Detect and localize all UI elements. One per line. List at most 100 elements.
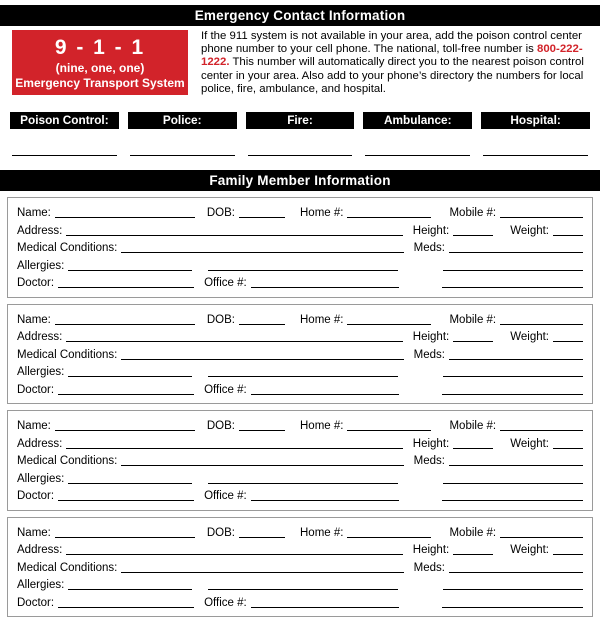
hospital-fill-line[interactable] (483, 154, 588, 157)
family-member-block: Name: DOB: Home #: Mobile #: Address: He… (7, 516, 593, 618)
page-title: Emergency Contact Information (0, 5, 600, 26)
doctor-fill-line[interactable] (58, 393, 195, 395)
member-row-medical: Medical Conditions: Meds: (17, 453, 583, 471)
home-phone-fill-line[interactable] (347, 430, 432, 432)
medical-conditions-fill-line[interactable] (121, 571, 404, 573)
office-phone-fill-line[interactable] (250, 287, 399, 289)
height-fill-line[interactable] (453, 341, 494, 343)
doctor-fill-line[interactable] (58, 500, 195, 502)
911-red-box: 9 - 1 - 1 (nine, one, one) Emergency Tra… (12, 30, 188, 95)
office-phone-label: Office #: (204, 277, 247, 290)
home-phone-fill-line[interactable] (347, 323, 432, 325)
hospital-label: Hospital: (481, 112, 590, 130)
medical-conditions-label: Medical Conditions: (17, 455, 118, 468)
meds-extra-fill-line[interactable] (443, 482, 583, 484)
mobile-phone-fill-line[interactable] (500, 217, 583, 219)
allergies-label: Allergies: (17, 366, 65, 379)
home-phone-fill-line[interactable] (347, 536, 432, 538)
meds-fill-line[interactable] (449, 571, 583, 573)
home-phone-fill-line[interactable] (347, 217, 432, 219)
doctor-label: Doctor: (17, 383, 55, 396)
paragraph-text-after: This number will automatically direct yo… (201, 56, 584, 95)
meds-fill-line[interactable] (449, 465, 583, 467)
extra-fill-line[interactable] (441, 500, 583, 502)
medical-conditions-fill-line[interactable] (121, 465, 404, 467)
office-phone-fill-line[interactable] (250, 606, 399, 608)
police-fill-line[interactable] (129, 154, 235, 157)
dob-fill-line[interactable] (239, 430, 285, 432)
meds-fill-line[interactable] (449, 358, 583, 360)
meds-label: Meds: (413, 455, 445, 468)
home-phone-label: Home #: (300, 526, 344, 539)
name-fill-line[interactable] (54, 536, 195, 538)
medical-conditions-fill-line[interactable] (121, 358, 404, 360)
weight-fill-line[interactable] (553, 554, 583, 556)
allergies-fill-line[interactable] (68, 376, 193, 378)
name-fill-line[interactable] (54, 430, 195, 432)
poison-control-fill-line[interactable] (12, 154, 117, 157)
address-fill-line[interactable] (66, 554, 403, 556)
poison-control-paragraph: If the 911 system is not available in yo… (201, 30, 588, 96)
allergies-fill-line[interactable] (68, 482, 193, 484)
meds-fill-line[interactable] (449, 252, 583, 254)
weight-fill-line[interactable] (553, 447, 583, 449)
911-caption: Emergency Transport System (15, 75, 185, 90)
family-member-block: Name: DOB: Home #: Mobile #: Address: He… (7, 197, 593, 298)
meds-extra-fill-line[interactable] (443, 589, 583, 591)
allergies-extra-fill-line[interactable] (208, 482, 399, 484)
police-label: Police: (127, 112, 237, 130)
member-row-allergies: Allergies: (17, 577, 583, 595)
mobile-phone-fill-line[interactable] (500, 430, 583, 432)
ambulance-label: Ambulance: (363, 112, 473, 130)
member-row-doctor: Doctor: Office #: (17, 488, 583, 506)
mobile-phone-fill-line[interactable] (500, 536, 583, 538)
doctor-fill-line[interactable] (58, 606, 195, 608)
dob-label: DOB: (206, 207, 235, 220)
weight-fill-line[interactable] (553, 234, 583, 236)
height-fill-line[interactable] (453, 554, 494, 556)
member-row-address: Address: Height: Weight: (17, 223, 583, 241)
medical-conditions-label: Medical Conditions: (17, 348, 118, 361)
address-fill-line[interactable] (66, 234, 403, 236)
fire-label: Fire: (245, 112, 355, 130)
dob-fill-line[interactable] (239, 217, 285, 219)
address-fill-line[interactable] (66, 341, 403, 343)
extra-fill-line[interactable] (441, 393, 583, 395)
meds-extra-fill-line[interactable] (443, 376, 583, 378)
height-fill-line[interactable] (453, 447, 494, 449)
member-row-allergies: Allergies: (17, 471, 583, 489)
name-fill-line[interactable] (54, 323, 195, 325)
dob-fill-line[interactable] (239, 323, 285, 325)
weight-fill-line[interactable] (553, 341, 583, 343)
allergies-fill-line[interactable] (68, 269, 193, 271)
height-label: Height: (412, 544, 450, 557)
allergies-fill-line[interactable] (68, 589, 193, 591)
office-phone-label: Office #: (204, 383, 247, 396)
dob-fill-line[interactable] (239, 536, 285, 538)
member-row-doctor: Doctor: Office #: (17, 595, 583, 613)
doctor-fill-line[interactable] (58, 287, 195, 289)
height-fill-line[interactable] (453, 234, 494, 236)
allergies-label: Allergies: (17, 259, 65, 272)
name-fill-line[interactable] (54, 217, 195, 219)
extra-fill-line[interactable] (441, 606, 583, 608)
address-fill-line[interactable] (66, 447, 403, 449)
mobile-phone-fill-line[interactable] (500, 323, 583, 325)
family-member-block: Name: DOB: Home #: Mobile #: Address: He… (7, 410, 593, 511)
extra-fill-line[interactable] (441, 287, 583, 289)
mobile-phone-label: Mobile #: (449, 526, 497, 539)
allergies-extra-fill-line[interactable] (208, 269, 399, 271)
name-label: Name: (17, 207, 51, 220)
allergies-extra-fill-line[interactable] (208, 376, 399, 378)
emergency-contact-labels-row: Poison Control: Police: Fire: Ambulance:… (10, 112, 590, 130)
fire-fill-line[interactable] (247, 154, 353, 157)
home-phone-label: Home #: (300, 207, 344, 220)
office-phone-fill-line[interactable] (250, 393, 399, 395)
meds-extra-fill-line[interactable] (443, 269, 583, 271)
ambulance-fill-line[interactable] (365, 154, 471, 157)
office-phone-fill-line[interactable] (250, 500, 399, 502)
medical-conditions-fill-line[interactable] (121, 252, 404, 254)
allergies-extra-fill-line[interactable] (208, 589, 399, 591)
name-label: Name: (17, 526, 51, 539)
emergency-contact-fill-lines-row (12, 154, 588, 157)
